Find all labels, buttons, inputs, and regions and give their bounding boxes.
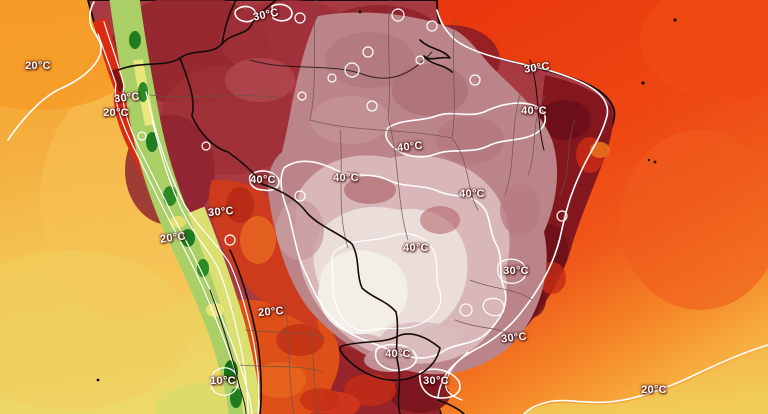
ocean-cool-sector	[524, 348, 768, 414]
continent-south-america	[86, 0, 616, 414]
heat-core	[268, 12, 558, 375]
country-borders	[117, 0, 545, 414]
small-contour-blobs	[137, 8, 568, 317]
amazon-rivers	[249, 39, 453, 79]
temperature-contours	[7, 1, 768, 414]
island-dots	[96, 10, 677, 382]
state-borders	[149, 0, 576, 414]
